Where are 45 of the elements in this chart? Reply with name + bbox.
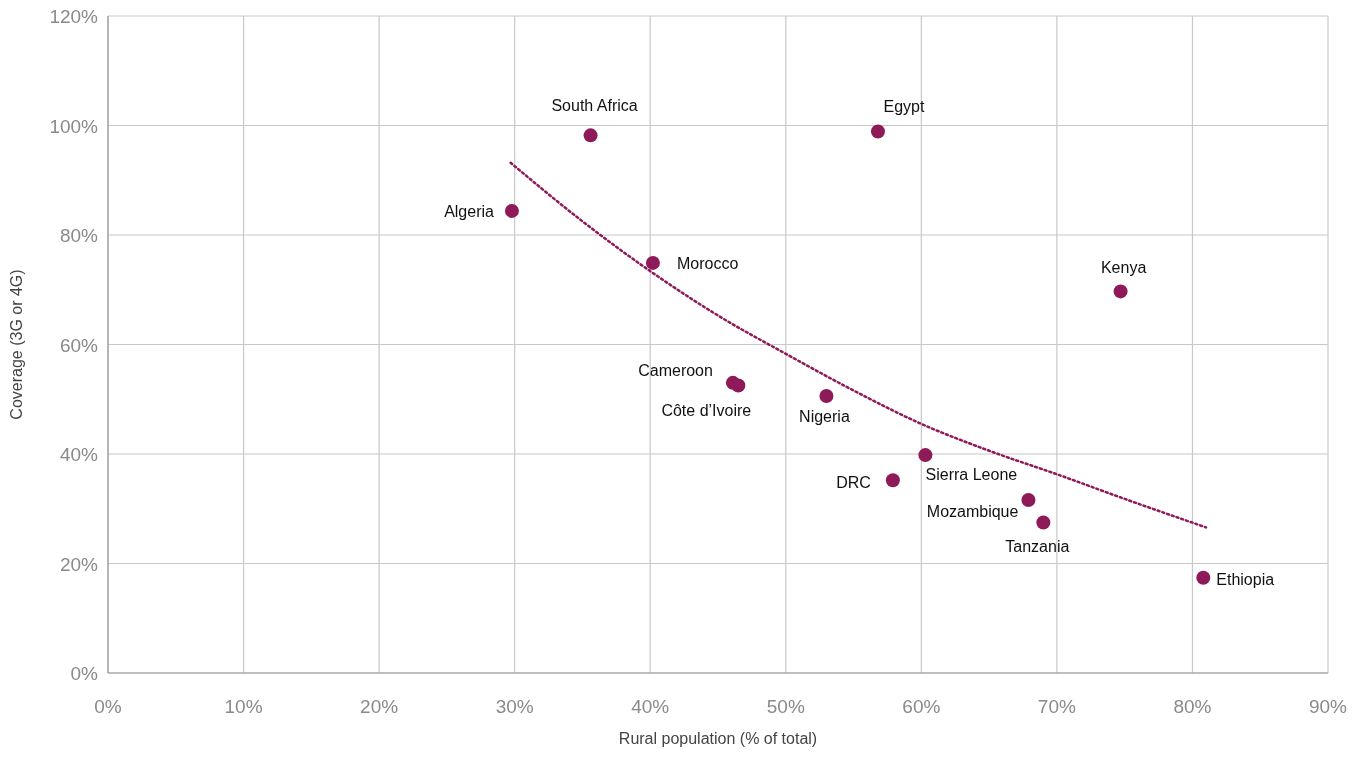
annotation: Algeria — [444, 202, 495, 220]
x-tick-label: 80% — [1173, 696, 1212, 717]
annotation: Morocco — [676, 254, 739, 272]
point — [918, 448, 933, 463]
annotation: Kenya — [1100, 259, 1147, 277]
y-tick-label: 60% — [59, 334, 99, 356]
x-tick-label: 90% — [1308, 696, 1348, 717]
y-tick-label: 40% — [59, 444, 99, 465]
y-tick-label: 80% — [59, 225, 99, 246]
y-tick-label: 120% — [49, 6, 99, 27]
annotation: DRC — [836, 474, 871, 492]
x-tick-label: 10% — [224, 696, 263, 717]
point — [870, 124, 885, 139]
annotation: Ethiopia — [1216, 570, 1275, 588]
annotation: South Africa — [551, 97, 638, 115]
x-tick-label: 20% — [360, 696, 399, 717]
line-series — [509, 161, 1208, 529]
x-tick-label: 0% — [94, 696, 122, 717]
y-tick-label: 0% — [70, 663, 99, 684]
point — [504, 203, 519, 218]
x-axis-title: Rural population (% of total) — [618, 730, 818, 747]
point — [1196, 570, 1211, 585]
y-tick-label: 20% — [59, 553, 99, 575]
x-tick-label: 50% — [766, 696, 805, 717]
point — [1113, 284, 1128, 299]
x-tick-label: 70% — [1037, 696, 1077, 717]
point — [885, 473, 900, 488]
point — [731, 378, 746, 393]
annotation: Nigeria — [799, 407, 850, 425]
point — [1021, 492, 1036, 507]
annotation: Tanzania — [1005, 538, 1070, 556]
x-tick-label: 60% — [902, 696, 941, 717]
annotation: Mozambique — [926, 502, 1019, 520]
point — [645, 255, 660, 270]
point — [583, 128, 598, 143]
x-tick-label: 30% — [495, 696, 534, 717]
annotation: Egypt — [883, 97, 925, 115]
point — [819, 388, 834, 403]
y-axis-title: Coverage (3G or 4G) — [8, 269, 25, 420]
point — [1036, 515, 1051, 530]
annotation: Côte d’Ivoire — [661, 401, 752, 419]
x-tick-label: 40% — [631, 696, 670, 717]
y-tick-label: 100% — [49, 115, 99, 137]
annotation: Sierra Leone — [925, 466, 1018, 484]
annotation: Cameroon — [638, 361, 713, 379]
